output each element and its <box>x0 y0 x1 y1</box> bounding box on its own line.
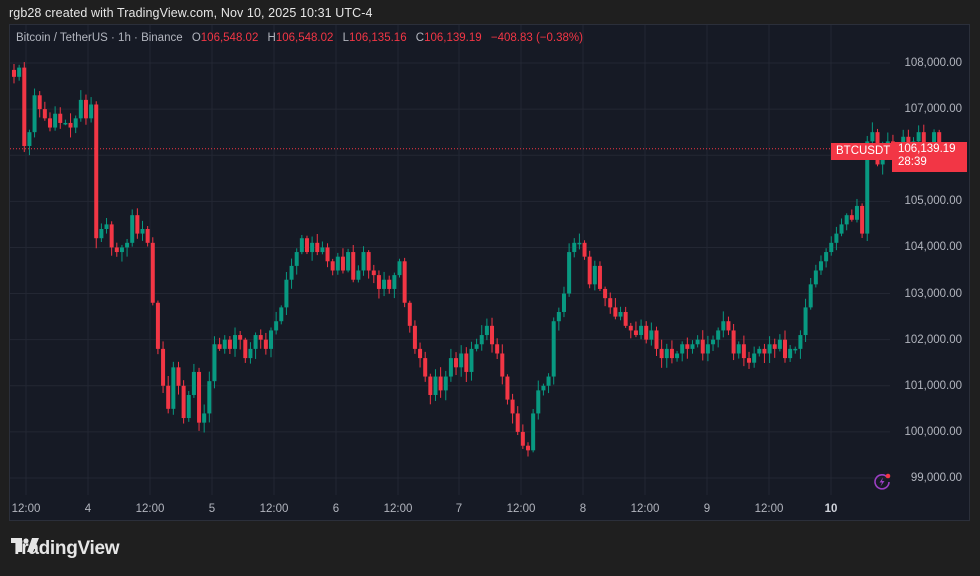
low-value: 106,135.16 <box>349 32 407 44</box>
price-axis-label: 99,000.00 <box>910 471 962 484</box>
time-axis-label: 4 <box>84 503 92 515</box>
price-axis-label: 108,000.00 <box>904 57 962 69</box>
last-price-value: 106,139.19 <box>898 143 956 155</box>
tradingview-logo[interactable]: TradingView <box>11 538 120 560</box>
close-value: 106,139.19 <box>424 32 482 44</box>
time-axis-label: 8 <box>579 503 587 515</box>
price-axis-label: 107,000.00 <box>904 103 962 116</box>
open-label: O <box>191 32 201 44</box>
chart-panel[interactable] <box>9 24 970 521</box>
price-axis-label: 103,000.00 <box>904 287 962 300</box>
time-axis-label: 6 <box>332 503 340 515</box>
time-axis-label: 12:00 <box>383 503 413 515</box>
price-axis-label: 105,000.00 <box>904 195 962 208</box>
time-axis-label: 12:00 <box>11 503 41 515</box>
price-axis-label: 102,000.00 <box>904 333 962 346</box>
symbol-title[interactable]: Bitcoin / TetherUS · 1h · Binance <box>16 32 183 44</box>
time-axis-label: 12:00 <box>259 503 289 515</box>
time-axis-label: 9 <box>703 503 711 515</box>
symbol-price-tag: BTCUSDT <box>831 143 896 160</box>
time-axis-label: 12:00 <box>754 503 784 515</box>
time-axis-label: 12:00 <box>630 503 660 515</box>
high-value: 106,548.02 <box>275 32 334 44</box>
low-label: L <box>342 32 350 44</box>
alert-lightning-icon[interactable] <box>873 473 891 491</box>
ohlc-legend: Bitcoin / TetherUS · 1h · Binance O106,5… <box>16 32 583 44</box>
price-axis-label: 101,000.00 <box>904 379 962 392</box>
tradingview-logo-icon <box>11 538 39 552</box>
price-axis-label: 104,000.00 <box>904 241 962 254</box>
time-axis-label: 12:00 <box>506 503 536 515</box>
last-price-tag: 106,139.19 28:39 <box>892 142 967 172</box>
time-axis-label: 7 <box>455 503 463 515</box>
price-axis-label: 100,000.00 <box>904 425 962 438</box>
time-axis-label: 12:00 <box>135 503 165 515</box>
bar-countdown: 28:39 <box>898 156 927 168</box>
time-axis-label: 5 <box>208 503 216 515</box>
time-axis-label: 10 <box>824 503 838 515</box>
change-value: −408.83 (−0.38%) <box>490 32 583 44</box>
logo-text: TradingView <box>11 538 120 559</box>
chart-credit: rgb28 created with TradingView.com, Nov … <box>9 6 373 20</box>
high-label: H <box>267 32 276 44</box>
open-value: 106,548.02 <box>200 32 259 44</box>
close-label: C <box>415 32 425 44</box>
